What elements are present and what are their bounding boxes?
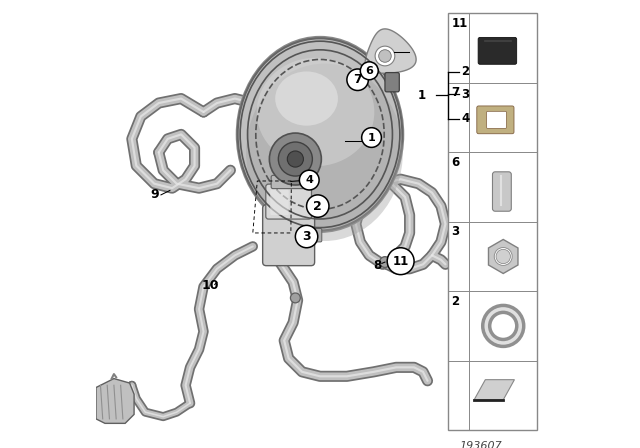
Ellipse shape: [246, 64, 403, 241]
Text: 8: 8: [373, 258, 381, 272]
Text: 9: 9: [150, 188, 159, 202]
Ellipse shape: [275, 72, 338, 125]
Text: 7: 7: [451, 86, 460, 99]
Text: 11: 11: [451, 17, 467, 30]
Text: 2: 2: [314, 199, 322, 213]
Circle shape: [494, 247, 512, 265]
Ellipse shape: [257, 58, 374, 166]
Polygon shape: [488, 239, 518, 273]
Circle shape: [379, 50, 391, 62]
Circle shape: [295, 225, 317, 248]
Text: 1: 1: [367, 133, 376, 142]
FancyBboxPatch shape: [477, 106, 514, 134]
Circle shape: [380, 257, 390, 267]
Text: 4: 4: [305, 175, 313, 185]
Text: 4: 4: [461, 112, 469, 125]
Circle shape: [387, 248, 414, 275]
Text: 6: 6: [365, 66, 373, 76]
Circle shape: [362, 128, 381, 147]
Text: 6: 6: [451, 156, 460, 169]
Text: 3: 3: [302, 230, 311, 243]
Polygon shape: [474, 380, 515, 400]
Text: 11: 11: [392, 254, 409, 268]
Polygon shape: [365, 29, 416, 73]
Circle shape: [300, 170, 319, 190]
Circle shape: [307, 195, 329, 217]
Circle shape: [375, 46, 395, 66]
Text: 3: 3: [461, 87, 469, 101]
FancyBboxPatch shape: [270, 190, 289, 215]
Circle shape: [347, 69, 369, 90]
FancyBboxPatch shape: [262, 205, 315, 266]
Text: 193607: 193607: [460, 441, 502, 448]
FancyBboxPatch shape: [266, 184, 312, 219]
FancyBboxPatch shape: [448, 13, 538, 430]
Circle shape: [287, 151, 303, 167]
FancyBboxPatch shape: [308, 228, 322, 242]
Text: 3: 3: [451, 225, 460, 238]
Circle shape: [496, 249, 511, 263]
FancyBboxPatch shape: [493, 172, 511, 211]
Text: 10: 10: [202, 279, 219, 292]
Ellipse shape: [236, 36, 404, 233]
FancyBboxPatch shape: [271, 175, 306, 189]
Text: 2: 2: [451, 295, 460, 308]
Circle shape: [269, 133, 321, 185]
Circle shape: [360, 62, 378, 80]
Ellipse shape: [237, 39, 403, 230]
Text: 7: 7: [353, 73, 362, 86]
Polygon shape: [96, 379, 134, 423]
FancyBboxPatch shape: [478, 38, 516, 65]
Circle shape: [278, 142, 312, 176]
FancyBboxPatch shape: [486, 111, 506, 128]
FancyBboxPatch shape: [385, 73, 399, 92]
Text: 1: 1: [418, 89, 426, 102]
Circle shape: [291, 293, 300, 303]
Text: 2: 2: [461, 65, 469, 78]
